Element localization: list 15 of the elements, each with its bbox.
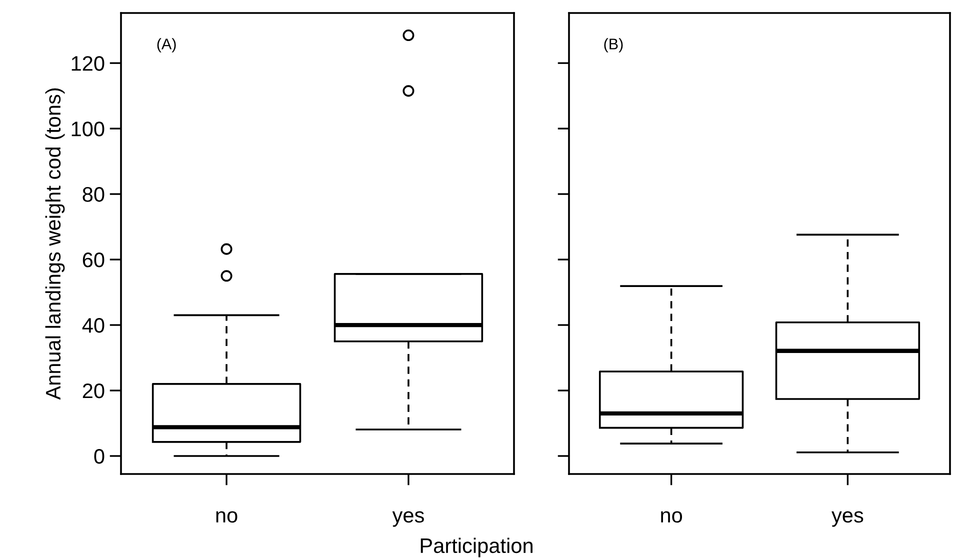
x-tick-label: no: [216, 511, 238, 523]
x-tick-label: yes: [392, 511, 424, 527]
y-tick-label: 80: [82, 187, 104, 202]
y-tick-label: 0: [94, 448, 104, 464]
x-tick-label: yes: [832, 511, 864, 527]
y-tick-label: 60: [82, 252, 104, 268]
y-tick-label: 40: [82, 318, 104, 333]
y-tick-label: 120: [72, 56, 104, 71]
annotation: (B): [604, 38, 623, 52]
y-tick-label: 100: [72, 122, 104, 136]
x-axis-title: Participation: [420, 538, 532, 558]
annotation: (A): [157, 38, 176, 52]
y-axis-title: Annual landings weight cod (tons): [45, 88, 65, 400]
x-tick-label: no: [661, 511, 682, 523]
y-tick-label: 20: [82, 384, 104, 398]
